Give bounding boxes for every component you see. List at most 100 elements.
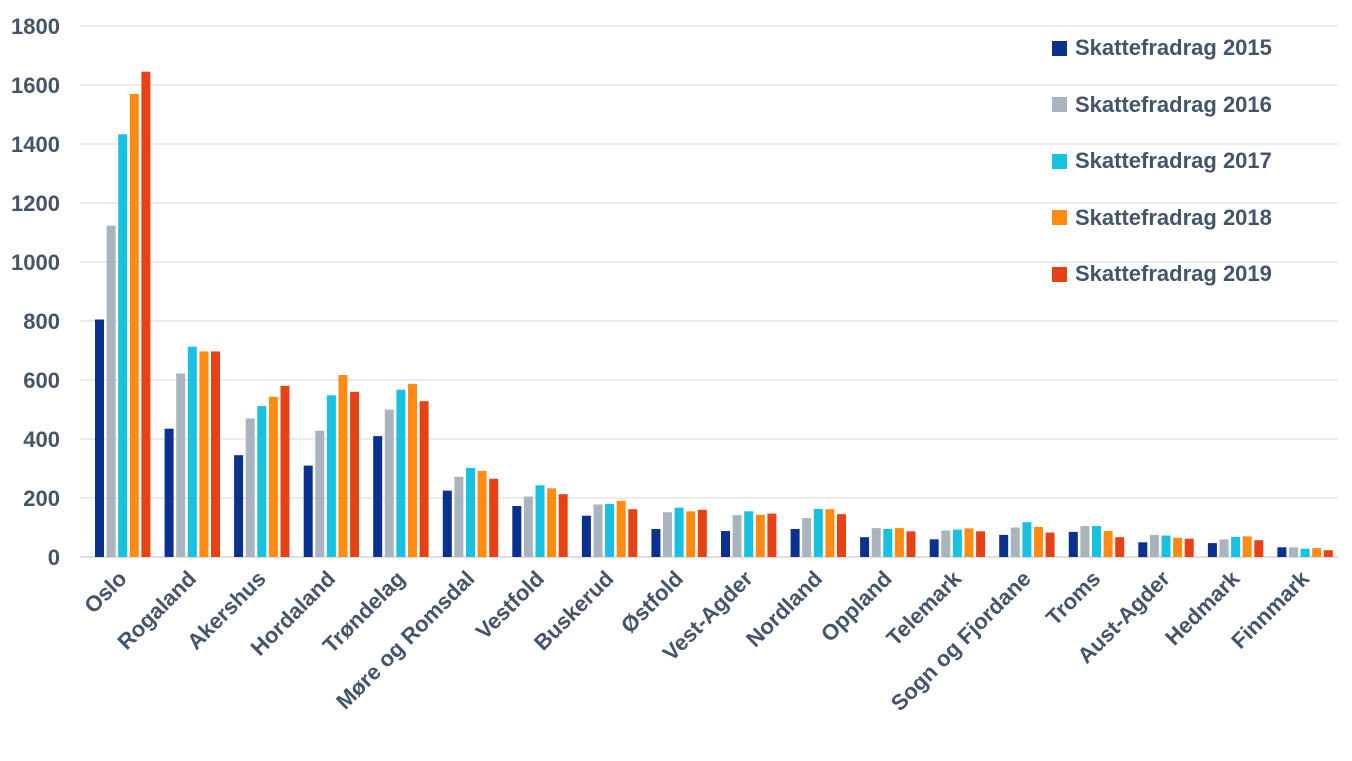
legend-label: Skattefradrag 2018: [1075, 204, 1272, 230]
bar: [176, 373, 186, 557]
bar: [466, 467, 475, 557]
bar: [1289, 547, 1298, 557]
y-tick-label: 600: [23, 368, 60, 393]
bar: [199, 351, 209, 557]
bar: [1022, 522, 1032, 557]
bar: [326, 395, 336, 557]
bar: [303, 465, 313, 557]
bar: [871, 528, 881, 557]
bar: [941, 530, 951, 557]
bar: [894, 528, 904, 557]
bar: [581, 515, 591, 557]
legend-swatch: [1052, 97, 1067, 113]
bar: [1312, 548, 1322, 557]
y-tick-label: 1200: [11, 191, 60, 216]
bar: [187, 346, 197, 557]
bar: [732, 515, 742, 557]
legend-label: Skattefradrag 2017: [1075, 148, 1272, 174]
x-tick-label: Møre og Romsdal: [331, 566, 479, 714]
bar: [1115, 537, 1125, 557]
bar: [1138, 542, 1148, 558]
bar: [813, 508, 823, 557]
bar: [860, 537, 870, 557]
bar: [674, 507, 684, 557]
bar: [976, 531, 986, 557]
bars: [95, 71, 1333, 558]
bar: [350, 391, 360, 557]
bar: [338, 375, 348, 557]
bar: [1184, 538, 1194, 557]
bar: [396, 389, 406, 557]
bar: [211, 351, 220, 557]
bar: [593, 504, 603, 557]
legend-item: Skattefradrag 2016: [1052, 77, 1342, 134]
bar: [721, 531, 730, 557]
y-axis-ticks: 0 200 400 600 800 1000 1200 1400 1600 1800: [11, 14, 60, 570]
bar: [605, 503, 615, 557]
bar: [1092, 526, 1101, 557]
bar: [628, 509, 638, 557]
bar: [141, 71, 151, 557]
bar: [129, 93, 139, 558]
y-tick-label: 1000: [11, 250, 60, 275]
bar: [315, 430, 325, 557]
bar: [547, 488, 557, 557]
bar: [408, 383, 417, 557]
y-tick-label: 1600: [11, 73, 60, 98]
bar: [118, 134, 128, 558]
y-tick-label: 1800: [11, 14, 60, 39]
bar: [1080, 526, 1090, 557]
x-axis-labels: OsloRogalandAkershusHordalandTrøndelagMø…: [79, 565, 1314, 715]
bar: [686, 511, 696, 557]
bar: [535, 485, 545, 557]
bar: [802, 518, 812, 557]
legend-swatch: [1052, 153, 1067, 169]
bar: [663, 512, 672, 557]
bar: [1045, 532, 1055, 557]
x-tick-label: Finnmark: [1226, 565, 1314, 653]
bar: [837, 514, 846, 557]
bar: [697, 509, 707, 557]
legend-swatch: [1052, 266, 1067, 282]
bar: [616, 500, 626, 557]
legend-swatch: [1052, 210, 1067, 226]
gridlines: [80, 25, 1338, 558]
bar: [1277, 547, 1287, 557]
bar: [419, 401, 429, 557]
legend-swatch: [1052, 40, 1067, 56]
legend-item: Skattefradrag 2018: [1052, 190, 1342, 247]
bar: [268, 396, 278, 557]
x-tick-label: Nordland: [741, 566, 827, 652]
bar: [1161, 535, 1171, 557]
bar: [1010, 527, 1020, 557]
bar: [1323, 550, 1333, 557]
y-tick-label: 0: [48, 545, 60, 570]
legend-label: Skattefradrag 2019: [1075, 261, 1272, 287]
legend: Skattefradrag 2015 Skattefradrag 2016 Sk…: [1052, 20, 1342, 303]
legend-label: Skattefradrag 2016: [1075, 91, 1272, 117]
bar: [234, 455, 244, 557]
bar: [523, 496, 533, 557]
bar: [744, 511, 754, 557]
bar: [1300, 548, 1310, 557]
bar: [883, 529, 893, 557]
bar: [964, 528, 974, 557]
y-tick-label: 400: [23, 427, 60, 452]
legend-item: Skattefradrag 2015: [1052, 20, 1342, 77]
bar: [1242, 536, 1252, 557]
bar: [1103, 531, 1113, 557]
bar: [929, 539, 939, 557]
x-tick-label: Oslo: [79, 566, 131, 618]
bar: [1068, 531, 1078, 557]
bar: [257, 406, 267, 557]
y-tick-label: 800: [23, 309, 60, 334]
bar: [280, 385, 290, 557]
bar: [651, 529, 661, 557]
y-tick-label: 1400: [11, 132, 60, 157]
bar: [245, 418, 255, 557]
legend-item: Skattefradrag 2019: [1052, 246, 1342, 303]
x-tick-label: Troms: [1041, 566, 1105, 630]
bar: [906, 531, 916, 557]
